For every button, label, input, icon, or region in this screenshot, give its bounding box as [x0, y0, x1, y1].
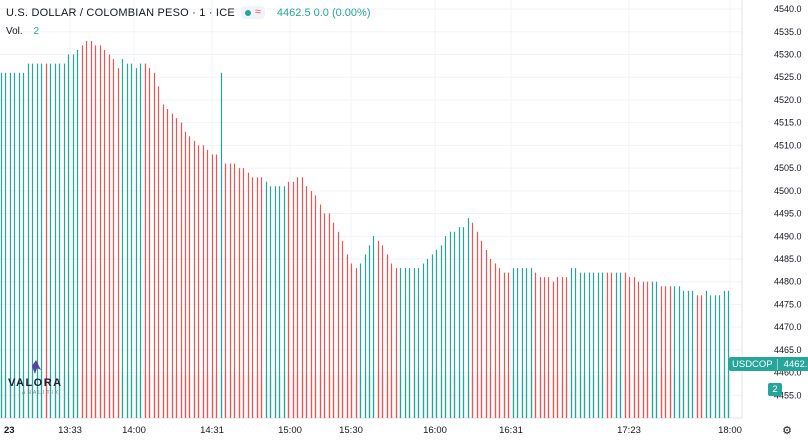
time-tick-label: 17:23 — [617, 425, 641, 436]
volume-tag: 2 — [768, 383, 782, 396]
price-tick-label: 4460.0 — [774, 368, 802, 378]
volume-label: Vol. — [6, 26, 23, 37]
price-tick-label: 4525.0 — [774, 72, 802, 82]
price-tick-label: 4505.0 — [774, 163, 802, 173]
time-tick-label: 16:00 — [423, 425, 447, 436]
time-first-label: 23 — [4, 425, 15, 436]
price-tick-label: 4485.0 — [774, 254, 802, 264]
time-tick-label: 18:00 — [718, 425, 742, 436]
market-status-badge[interactable]: ≈ — [240, 6, 265, 19]
price-tag-symbol: USDCOP — [732, 358, 778, 370]
symbol-title[interactable]: U.S. DOLLAR / COLOMBIAN PESO · 1 · ICE — [6, 6, 235, 19]
price-tick-label: 4465.0 — [774, 345, 802, 355]
chart-settings-icon[interactable]: ⚙ — [782, 424, 792, 437]
price-tick-label: 4455.0 — [774, 390, 802, 400]
volume-legend: Vol. 2 — [6, 26, 39, 37]
price-tick-label: 4470.0 — [774, 322, 802, 332]
time-tick-label: 14:00 — [122, 425, 146, 436]
market-open-dot-icon — [244, 9, 251, 16]
price-tick-label: 4515.0 — [774, 118, 802, 128]
price-bars — [0, 40, 730, 418]
logo-tagline: ANALITIK — [22, 390, 61, 396]
price-tick-label: 4480.0 — [774, 277, 802, 287]
chart-legend: U.S. DOLLAR / COLOMBIAN PESO · 1 · ICE ≈… — [6, 6, 371, 19]
last-price-tag: USDCOP 4462.5 — [729, 357, 808, 371]
volume-value: 2 — [33, 26, 40, 37]
price-tick-label: 4535.0 — [774, 27, 802, 37]
price-tick-label: 4490.0 — [774, 231, 802, 241]
time-tick-label: 15:00 — [278, 425, 302, 436]
price-axis[interactable]: 4455.0 4460.0 4465.0 4470.0 4475.0 4480.0 4485… — [774, 4, 802, 400]
wave-icon: ≈ — [254, 6, 261, 18]
time-tick-label: 16:31 — [499, 425, 523, 436]
time-tick-label: 15:30 — [339, 425, 363, 436]
price-tag-value: 4462.5 — [783, 358, 808, 370]
price-tick-label: 4495.0 — [774, 209, 802, 219]
price-tick-label: 4500.0 — [774, 186, 802, 196]
logo-name: VALORA — [8, 377, 63, 389]
quote-values: 4462.5 0.0 (0.00%) — [276, 6, 371, 19]
price-tick-label: 4510.0 — [774, 140, 802, 150]
chart-grid — [0, 0, 743, 419]
price-tick-label: 4475.0 — [774, 299, 802, 309]
price-tick-label: 4530.0 — [774, 50, 802, 60]
time-tick-label: 13:33 — [58, 425, 82, 436]
time-tick-label: 14:31 — [200, 425, 224, 436]
time-axis[interactable]: 23 13:33 14:00 14:31 15:00 15:30 16:00 16:31 17:… — [4, 425, 742, 436]
price-tick-label: 4540.0 — [774, 4, 802, 14]
valora-logo-icon — [32, 360, 41, 374]
price-tick-label: 4520.0 — [774, 95, 802, 105]
